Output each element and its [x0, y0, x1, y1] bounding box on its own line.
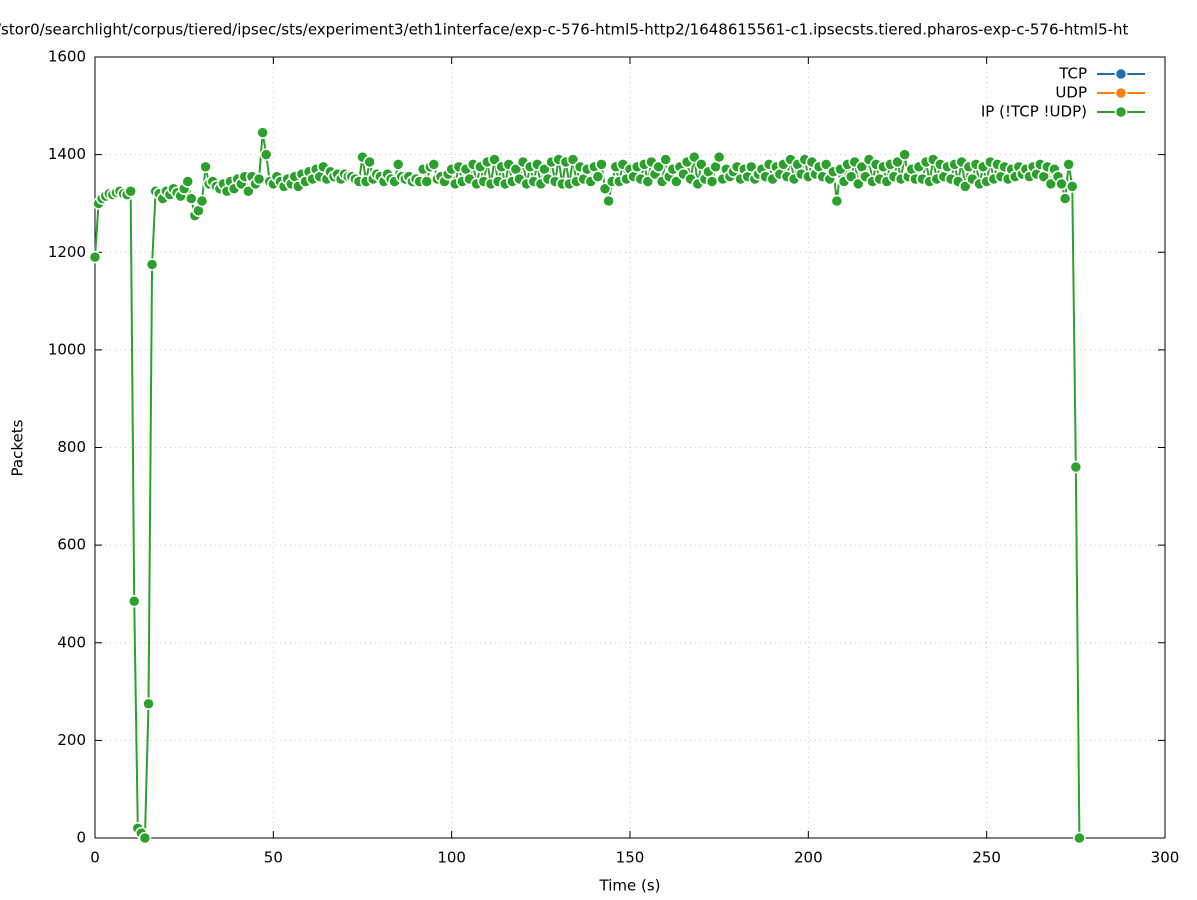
legend-marker: [1114, 86, 1128, 100]
legend-marker: [1114, 105, 1128, 119]
data-point: [898, 148, 911, 161]
data-point: [959, 180, 972, 193]
legend-label: IP (!TCP !UDP): [981, 103, 1087, 121]
x-axis-label: Time (s): [599, 877, 661, 895]
data-point: [259, 148, 273, 161]
data-point: [363, 155, 376, 169]
data-point: [705, 175, 719, 188]
data-point: [420, 175, 433, 188]
data-point: [185, 192, 198, 205]
x-tick-label: 300: [1151, 849, 1180, 867]
data-point: [127, 595, 141, 608]
x-tick-label: 200: [794, 849, 823, 867]
data-point: [852, 177, 865, 191]
data-point: [138, 831, 152, 845]
data-point: [142, 697, 155, 711]
x-tick-label: 150: [616, 849, 645, 867]
y-tick-label: 600: [57, 536, 86, 554]
data-point: [1073, 831, 1086, 845]
data-point: [252, 172, 266, 186]
data-point: [488, 153, 501, 166]
data-point: [1069, 460, 1083, 474]
y-tick-label: 400: [57, 633, 86, 651]
legend-marker: [1114, 67, 1128, 81]
y-tick-label: 1000: [48, 340, 86, 358]
data-point: [1058, 192, 1072, 205]
data-point: [1062, 158, 1075, 171]
data-point: [670, 175, 683, 188]
y-axis-label: Packets: [9, 419, 27, 476]
data-point: [256, 126, 269, 139]
x-tick-label: 0: [90, 849, 100, 867]
y-tick-label: 1400: [48, 145, 86, 163]
x-tick-label: 50: [264, 849, 283, 867]
data-point: [427, 158, 441, 171]
y-tick-label: 0: [76, 829, 86, 847]
data-point: [391, 158, 405, 171]
data-point: [687, 150, 701, 164]
data-point: [602, 194, 615, 208]
data-point: [641, 175, 655, 188]
legend-label: TCP: [1058, 65, 1087, 83]
y-tick-label: 200: [57, 731, 86, 749]
y-tick-label: 800: [57, 438, 86, 456]
data-point: [1055, 177, 1068, 191]
data-point: [595, 158, 608, 171]
data-point: [659, 153, 672, 166]
data-point: [652, 160, 665, 174]
data-point: [242, 184, 255, 198]
data-point: [695, 158, 708, 171]
x-tick-label: 250: [972, 849, 1001, 867]
data-point: [88, 250, 102, 264]
y-tick-label: 1200: [48, 243, 86, 261]
data-point: [819, 158, 833, 171]
data-point: [844, 170, 858, 183]
data-point: [591, 170, 605, 183]
data-point: [712, 150, 726, 164]
data-point: [598, 182, 612, 196]
data-point: [145, 258, 159, 271]
data-point: [1066, 180, 1079, 193]
data-point: [566, 153, 580, 166]
data-point: [181, 175, 194, 188]
legend-label: UDP: [1055, 84, 1087, 102]
data-point: [830, 194, 844, 208]
data-point: [199, 160, 212, 174]
x-tick-label: 100: [437, 849, 466, 867]
data-point: [195, 194, 209, 208]
data-point: [891, 155, 904, 169]
chart-title: /stor0/searchlight/corpus/tiered/ipsec/s…: [0, 21, 1129, 39]
data-point: [124, 184, 137, 198]
y-tick-label: 1600: [48, 48, 86, 66]
series-line: [94, 132, 1081, 841]
